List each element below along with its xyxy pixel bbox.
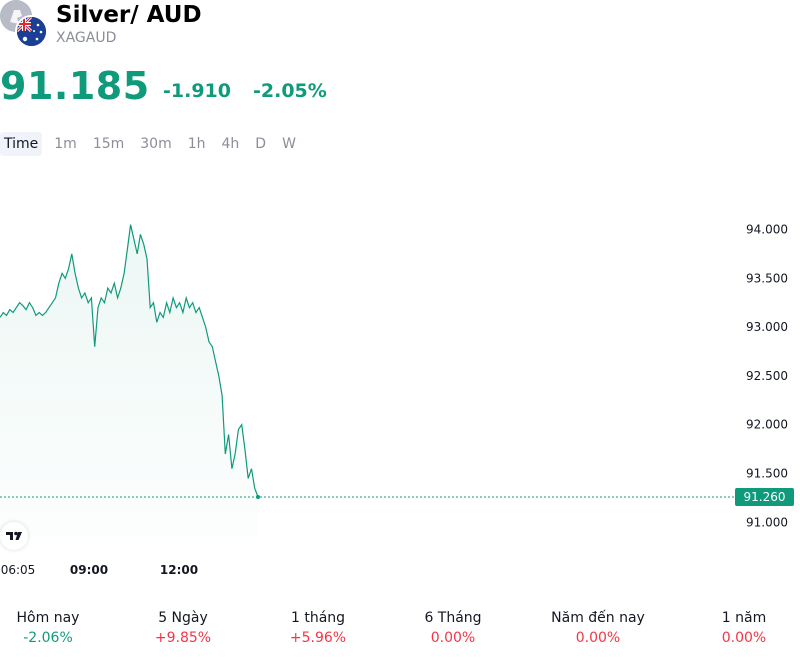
performance-label: 5 Ngày [158,610,208,626]
y-tick-label: 91.000 [746,515,788,529]
australia-flag-icon [15,15,48,48]
performance-value: 0.00% [430,630,476,646]
performance-label: 1 năm [721,610,767,626]
tradingview-logo-icon[interactable] [0,522,28,550]
performance-today[interactable]: Hôm nay -2.06% [0,608,118,648]
price-change: -1.910 [163,80,231,102]
performance-value: -2.06% [23,630,73,646]
last-price-dot [256,494,260,499]
symbol-ticker: XAGAUD [56,30,117,46]
performance-label: 1 tháng [290,610,346,626]
interval-time[interactable]: Time [0,132,43,156]
price-area-fill [0,224,258,537]
interval-w[interactable]: W [282,136,296,152]
performance-value: +5.96% [289,630,347,646]
last-price-label-box [735,487,794,506]
performance-label: Hôm nay [16,610,80,626]
price-change-percent: -2.05% [253,80,327,102]
performance-1-month[interactable]: 1 tháng +5.96% [248,608,388,648]
performance-label: 6 Tháng [424,610,482,626]
interval-selector: Time 1m 15m 30m 1h 4h D W [0,132,308,156]
interval-1h[interactable]: 1h [187,136,206,152]
price-chart-svg[interactable]: 94.000 93.500 93.000 92.500 92.000 91.500 91.0… [0,160,800,590]
interval-1m[interactable]: 1m [54,136,77,152]
performance-label: Năm đến nay [551,610,645,626]
price-chart[interactable]: 94.000 93.500 93.000 92.500 92.000 91.500 91.0… [0,160,800,590]
performance-6-months[interactable]: 6 Tháng 0.00% [383,608,523,648]
interval-30m[interactable]: 30m [140,136,172,152]
y-tick-label: 94.000 [746,223,788,237]
symbol-logo [0,0,50,50]
performance-value: 0.00% [721,630,767,646]
last-price: 91.185 [0,64,150,108]
performance-bar: Hôm nay -2.06% 5 Ngày +9.85% 1 tháng +5.… [0,608,800,650]
performance-value: +9.85% [154,630,212,646]
y-tick-label: 93.500 [746,271,788,285]
performance-5-days[interactable]: 5 Ngày +9.85% [113,608,253,648]
price-line [0,224,259,498]
y-tick-label: 93.000 [746,320,788,334]
y-tick-label: 92.500 [746,369,788,383]
performance-ytd[interactable]: Năm đến nay 0.00% [528,608,668,648]
x-tick-label: 09:00 [70,563,108,577]
interval-4h[interactable]: 4h [221,136,240,152]
y-tick-label: 92.000 [746,418,788,432]
interval-d[interactable]: D [255,136,267,152]
last-price-label: 91.260 [744,490,786,504]
symbol-header: Silver/ AUD XAGAUD [0,0,800,60]
performance-value: 0.00% [575,630,621,646]
y-tick-label: 91.500 [746,467,788,481]
interval-15m[interactable]: 15m [92,136,125,152]
x-tick-label: 12:00 [160,563,198,577]
x-tick-label: 06:05 [1,563,36,577]
performance-1-year[interactable]: 1 năm 0.00% [674,608,800,648]
symbol-name: Silver/ AUD [56,2,202,28]
